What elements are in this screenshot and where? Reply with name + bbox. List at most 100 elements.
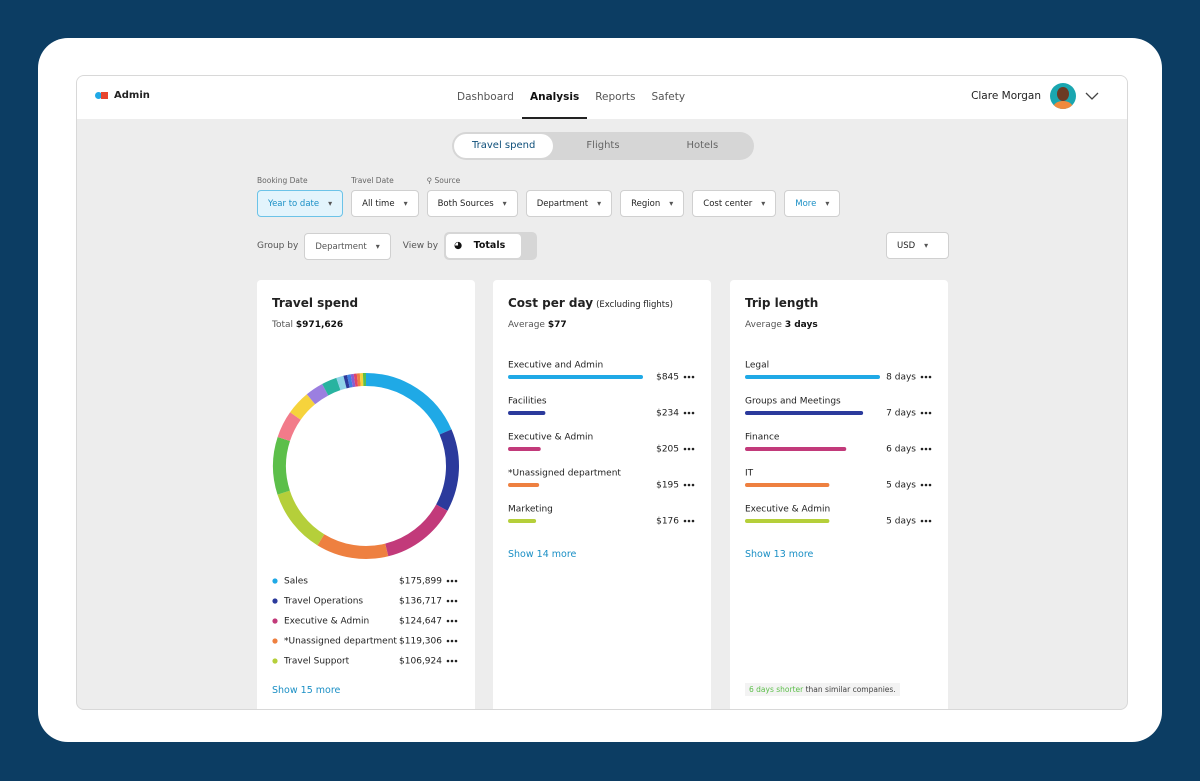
donut-segment (343, 374, 350, 389)
bar (508, 411, 546, 415)
legend-label: Executive & Admin (284, 617, 369, 627)
more-menu[interactable] (446, 579, 458, 583)
bar (745, 447, 847, 451)
nav-link[interactable]: Analysis (521, 76, 588, 119)
summary-value: 3 days (784, 320, 818, 330)
donut-segment (436, 429, 459, 511)
more-menu[interactable] (920, 411, 932, 415)
donut-segment (306, 383, 329, 405)
tab[interactable]: Hotels (686, 140, 719, 151)
bar-value: $845 (656, 373, 679, 383)
view-by-toggle[interactable]: ◕ Totals (444, 232, 538, 260)
bar-value: $195 (656, 481, 679, 491)
card-title: Travel spend (272, 296, 359, 310)
donut-segment (277, 490, 325, 546)
bar-value: 8 days (886, 373, 916, 383)
summary-value: $971,626 (295, 320, 344, 330)
filter[interactable]: More (784, 190, 841, 217)
filter[interactable]: All time (351, 190, 419, 217)
card-summary: Average 3 days (745, 320, 818, 330)
more-menu[interactable] (683, 483, 695, 487)
bar (745, 411, 864, 415)
footnote: 6 days shorter than similar companies. (745, 683, 900, 696)
donut-segment (336, 375, 347, 391)
currency-select[interactable]: USD (886, 232, 949, 259)
show-more[interactable]: Show 13 more (745, 549, 814, 560)
bar (745, 375, 880, 379)
legend-label: Sales (284, 577, 308, 587)
more-menu[interactable] (683, 375, 695, 379)
nav: Dashboard Analysis Reports Safety (449, 76, 693, 119)
donut-segment (277, 412, 301, 442)
donut-segment (273, 436, 291, 495)
more-menu[interactable] (920, 375, 932, 379)
more-menu[interactable] (446, 619, 458, 623)
card-title-text: Cost per day (508, 296, 594, 310)
more-menu[interactable] (683, 447, 695, 451)
view-by-value: ◕ Totals (446, 234, 522, 258)
brand: Admin (95, 90, 150, 101)
bar (745, 519, 830, 523)
legend-value: $175,899 (399, 577, 442, 587)
card-title: Trip length (745, 296, 819, 310)
filters: Booking Date Year to date Travel Date All … (257, 176, 841, 217)
footnote-highlight: 6 days shorter (749, 685, 804, 694)
bar-label: Executive and Admin (508, 361, 603, 371)
bar (508, 483, 540, 487)
bar-value: $234 (656, 409, 679, 419)
filter[interactable]: Cost center (692, 190, 777, 217)
filter[interactable]: Both Sources (426, 190, 518, 217)
summary-value: $77 (547, 320, 567, 330)
legend-value: $124,647 (399, 617, 442, 627)
header: Admin Dashboard Analysis Reports Safety … (77, 76, 1127, 119)
group-by-select[interactable]: Department (304, 232, 391, 260)
more-menu[interactable] (920, 447, 932, 451)
chevron (1085, 92, 1099, 100)
filter[interactable]: Year to date (257, 190, 344, 217)
show-more[interactable]: Show 14 more (508, 549, 577, 560)
tab[interactable]: Flights (586, 140, 620, 151)
donut-segment (347, 374, 353, 388)
user-menu[interactable]: Clare Morgan (971, 83, 1099, 109)
filter[interactable]: Department (525, 190, 613, 217)
card-summary: Average $77 (508, 320, 567, 330)
more-menu[interactable] (683, 519, 695, 523)
bar (508, 375, 643, 379)
bar-value: 5 days (886, 481, 916, 491)
app-window: Admin Dashboard Analysis Reports Safety … (76, 75, 1128, 710)
bar-value: 6 days (886, 445, 916, 455)
nav-link[interactable]: Reports (595, 91, 636, 103)
card: Cost per day (Excluding flights) Average … (493, 280, 711, 709)
summary-label: Total (272, 320, 294, 330)
tab[interactable]: Travel spend (454, 134, 554, 158)
bar-label: Facilities (508, 397, 547, 407)
more-menu[interactable] (683, 411, 695, 415)
legend-swatch (272, 638, 278, 644)
more-menu[interactable] (446, 639, 458, 643)
filter-label: ⚲ Source (426, 176, 461, 185)
bar-value: $205 (656, 445, 679, 455)
card-chart: Executive and Admin $845 Facilities $234 Exe… (508, 361, 695, 527)
tabs: Travel spend Flights Hotels (452, 132, 754, 160)
footnote-text: than similar companies. (805, 685, 896, 694)
nav-link[interactable]: Safety (651, 91, 686, 103)
filter[interactable]: Region (620, 190, 685, 217)
donut-segment (365, 373, 452, 435)
group-by-label: Group by (257, 241, 299, 251)
more-menu[interactable] (920, 519, 932, 523)
more-menu[interactable] (446, 599, 458, 603)
show-more[interactable]: Show 15 more (272, 685, 341, 696)
filter-label: Booking Date (257, 176, 308, 185)
bar-label: Finance (745, 433, 780, 443)
more-menu[interactable] (446, 659, 458, 663)
nav-link[interactable]: Dashboard (457, 91, 514, 103)
legend-label: Travel Operations (283, 597, 363, 607)
summary-label: Average (745, 320, 782, 330)
donut-segment (322, 377, 341, 396)
legend-value: $106,924 (399, 657, 442, 667)
filter-label: Travel Date (351, 176, 394, 185)
more-menu[interactable] (920, 483, 932, 487)
bar-label: Groups and Meetings (745, 397, 841, 407)
bar-value: 5 days (886, 517, 916, 527)
